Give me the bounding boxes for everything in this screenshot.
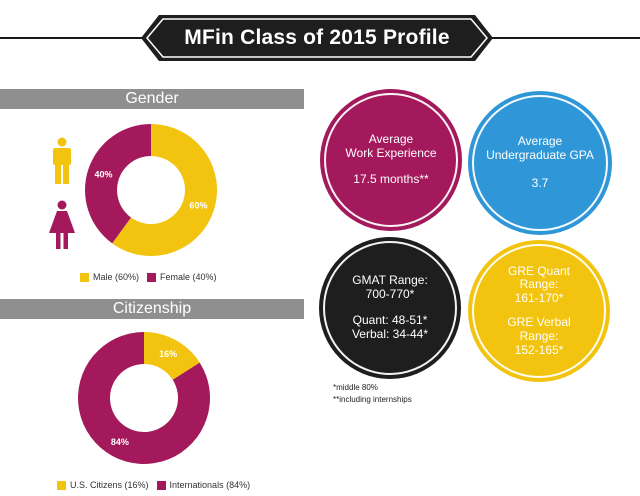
gre-ring: [472, 244, 606, 378]
title-rule-left: [0, 37, 150, 39]
legend-item-male: Male (60%): [80, 272, 139, 282]
donut-slice-0-0: [112, 124, 217, 256]
citizenship-heading: Citizenship: [0, 299, 304, 319]
title-banner: [141, 15, 493, 61]
footnote-internships: **including internships: [333, 395, 412, 404]
citizenship-legend: U.S. Citizens (16%) Internationals (84%): [57, 480, 258, 490]
gender-legend: Male (60%) Female (40%): [80, 272, 225, 282]
donut-data-label-1-1: 84%: [111, 437, 129, 447]
legend-swatch-us-citizens: [57, 480, 66, 490]
gre-circle: GRE Quant Range: 161-170* GRE Verbal Ran…: [468, 240, 610, 382]
legend-item-female: Female (40%): [147, 272, 217, 282]
donut-data-label-0-0: 60%: [190, 200, 208, 210]
donut-slice-0-1: [84, 124, 151, 244]
donut-data-label-0-1: 40%: [94, 170, 112, 180]
title-rule-right: [484, 37, 640, 39]
legend-swatch-male: [80, 272, 89, 282]
female-figure-icon: [49, 200, 75, 249]
legend-label-internationals: Internationals (84%): [169, 480, 251, 490]
gmat-circle: GMAT Range: 700-770* Quant: 48-51* Verba…: [319, 237, 461, 379]
legend-swatch-internationals: [156, 480, 166, 490]
legend-item-us-citizens: U.S. Citizens (16%): [57, 480, 149, 490]
citizenship-donut-chart: 16% 84%: [78, 332, 211, 464]
gender-donut-chart: 60% 40%: [84, 124, 217, 256]
legend-item-internationals: Internationals (84%): [156, 480, 251, 490]
legend-label-us-citizens: U.S. Citizens (16%): [70, 480, 149, 490]
donut-data-label-1-0: 16%: [159, 349, 177, 359]
donut-slice-1-0: [144, 332, 200, 380]
legend-label-female: Female (40%): [160, 272, 217, 282]
gender-heading: Gender: [0, 89, 304, 109]
page-title: MFin Class of 2015 Profile: [184, 26, 450, 49]
gpa-circle: Average Undergraduate GPA 3.7: [468, 91, 612, 235]
donut-slice-1-1: [78, 332, 211, 464]
work-experience-ring: [324, 93, 458, 227]
male-figure-icon: [53, 137, 71, 184]
gmat-ring: [323, 241, 457, 375]
legend-swatch-female: [147, 272, 157, 282]
gpa-ring: [472, 95, 608, 231]
work-experience-circle: Average Work Experience 17.5 months**: [320, 89, 462, 231]
footnote-middle-80: *middle 80%: [333, 383, 378, 392]
legend-label-male: Male (60%): [93, 272, 140, 282]
